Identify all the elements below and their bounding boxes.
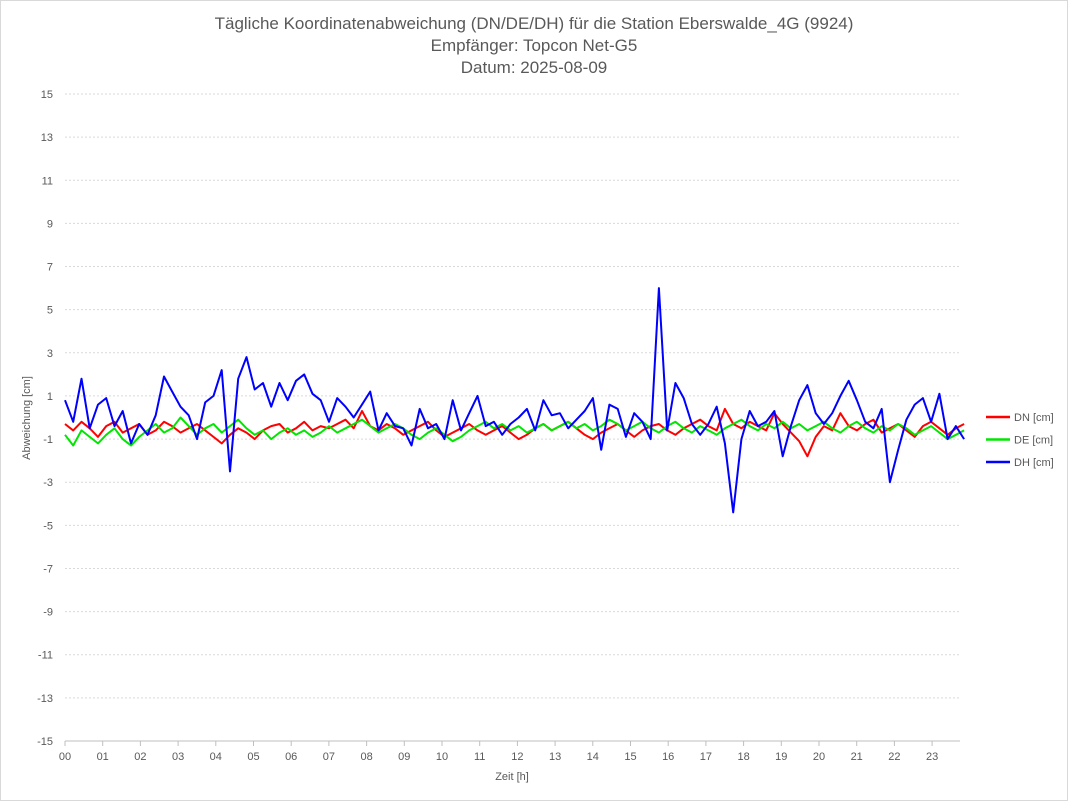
chart-title-line-1: Tägliche Koordinatenabweichung (DN/DE/DH… bbox=[215, 14, 854, 33]
y-tick-label: -13 bbox=[37, 693, 53, 705]
x-tick-label: 16 bbox=[662, 751, 674, 763]
x-tick-label: 03 bbox=[172, 751, 184, 763]
x-tick-label: 18 bbox=[737, 751, 749, 763]
y-tick-label: -11 bbox=[38, 650, 53, 662]
series-line-de bbox=[64, 416, 965, 447]
grid bbox=[65, 93, 960, 742]
x-tick-label: 10 bbox=[436, 751, 448, 763]
x-tick-label: 20 bbox=[813, 751, 825, 763]
x-tick-label: 19 bbox=[775, 751, 787, 763]
x-tick-label: 14 bbox=[587, 751, 599, 763]
x-tick-label: 23 bbox=[926, 751, 938, 763]
series-line-dn bbox=[64, 407, 965, 458]
legend-label: DN [cm] bbox=[1014, 412, 1054, 424]
x-tick-label: 12 bbox=[511, 751, 523, 763]
y-tick-label: 3 bbox=[47, 348, 53, 360]
x-tick-label: 02 bbox=[134, 751, 146, 763]
legend: DN [cm] DE [cm] DH [cm] bbox=[986, 412, 1054, 469]
legend-label: DE [cm] bbox=[1014, 435, 1053, 447]
x-tick-label: 01 bbox=[97, 751, 109, 763]
x-tick-label: 22 bbox=[888, 751, 900, 763]
x-tick-label: 13 bbox=[549, 751, 561, 763]
y-tick-label: -9 bbox=[43, 607, 53, 619]
y-axis-title: Abweichung [cm] bbox=[21, 376, 33, 460]
x-tick-label: 04 bbox=[210, 751, 222, 763]
x-tick-label: 05 bbox=[247, 751, 259, 763]
x-tick-label: 00 bbox=[59, 751, 71, 763]
x-tick-label: 07 bbox=[323, 751, 335, 763]
y-tick-label: 1 bbox=[47, 391, 53, 403]
chart-title-line-3: Datum: 2025-08-09 bbox=[461, 58, 607, 77]
y-tick-label: -5 bbox=[43, 520, 53, 532]
y-tick-label: -7 bbox=[43, 563, 53, 575]
x-tick-label: 21 bbox=[851, 751, 863, 763]
y-axis-ticks: 15 13 11 9 7 5 3 1 -1 -3 -5 -7 -9 -11 -13 -15 bbox=[37, 89, 53, 748]
x-tick-label: 06 bbox=[285, 751, 297, 763]
series-line-dh bbox=[64, 287, 965, 514]
chart-title-line-2: Empfänger: Topcon Net-G5 bbox=[431, 36, 638, 55]
x-tick-label: 09 bbox=[398, 751, 410, 763]
y-tick-label: 9 bbox=[47, 218, 53, 230]
y-tick-label: 7 bbox=[47, 262, 53, 274]
x-tick-label: 15 bbox=[624, 751, 636, 763]
y-tick-label: -15 bbox=[37, 736, 53, 748]
y-tick-label: 13 bbox=[41, 132, 53, 144]
x-tick-label: 11 bbox=[474, 751, 485, 763]
x-axis-title: Zeit [h] bbox=[495, 771, 529, 783]
series-lines bbox=[64, 287, 965, 514]
x-tick-label: 17 bbox=[700, 751, 712, 763]
x-axis-ticks: 00 01 02 03 04 05 06 07 08 09 10 11 12 13 14 15 16 17 18 19… bbox=[59, 741, 938, 763]
x-tick-label: 08 bbox=[360, 751, 372, 763]
y-tick-label: 11 bbox=[42, 175, 53, 187]
y-tick-label: -1 bbox=[43, 434, 53, 446]
y-tick-label: 15 bbox=[41, 89, 53, 101]
chart-title: Tägliche Koordinatenabweichung (DN/DE/DH… bbox=[215, 14, 854, 77]
y-tick-label: 5 bbox=[47, 305, 53, 317]
legend-label: DH [cm] bbox=[1014, 457, 1054, 469]
y-tick-label: -3 bbox=[43, 477, 53, 489]
